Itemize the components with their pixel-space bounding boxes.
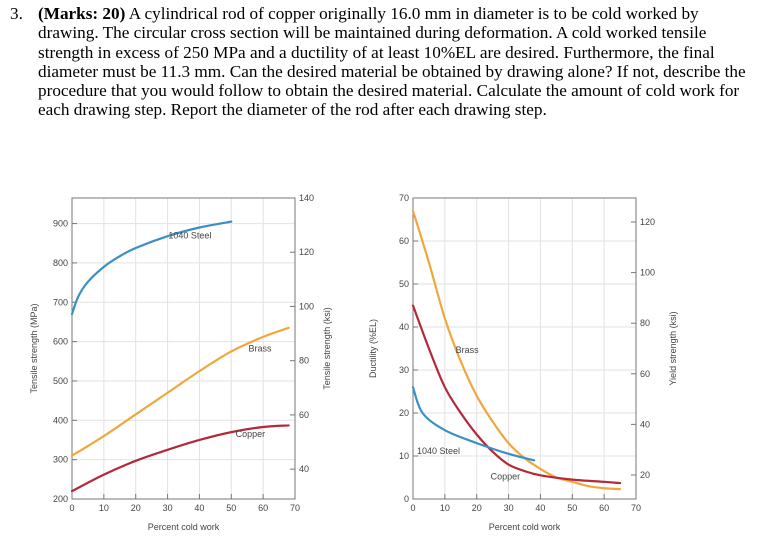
series-line-copper [70,424,290,493]
series-line-1040-steel [70,220,233,316]
x-tick-label: 60 [599,503,609,513]
y-tick-label: 400 [53,415,68,425]
x-tick-label: 60 [258,503,268,513]
y2-tick-label: 60 [640,369,650,379]
y2-axis-label: Yield strength (ksi) [668,311,678,385]
y-tick-label: 40 [399,322,409,332]
y2-tick-label: 40 [640,419,650,429]
x-tick-label: 0 [410,503,415,513]
y2-tick-label: 60 [299,410,309,420]
series-label-1040-steel: 1040 Steel [417,446,460,456]
x-tick-label: 70 [290,503,300,513]
x-tick-label: 30 [163,503,173,513]
question-text: (Marks: 20) A cylindrical rod of copper … [38,4,753,120]
y-axis-label: Ductility (%EL) [368,319,378,378]
series-line-1040-steel [411,386,536,462]
y2-axis-label: Tensile strength (ksi) [322,307,332,390]
x-tick-label: 40 [535,503,545,513]
y2-tick-label: 120 [299,247,314,257]
y2-tick-label: 20 [640,470,650,480]
plot-frame [71,197,296,500]
y-tick-label: 500 [53,376,68,386]
y-tick-label: 70 [399,193,409,203]
y-axis-label: Tensile strength (MPa) [29,303,39,393]
y2-tick-label: 140 [299,193,314,203]
y2-tick-label: 80 [640,318,650,328]
x-tick-label: 40 [194,503,204,513]
y-tick-label: 30 [399,365,409,375]
series-label-1040-steel: 1040 Steel [168,231,211,241]
y-tick-label: 300 [53,455,68,465]
question-body: A cylindrical rod of copper originally 1… [38,4,746,120]
x-tick-label: 10 [440,503,450,513]
y2-tick-label: 40 [299,464,309,474]
chart-2: 0 10 20 30 40 50 60 70 0 10 20 30 40 50 60 70 20 40 60 80 10… [368,193,678,532]
y-tick-label: 50 [399,279,409,289]
y2-tick-label: 100 [299,301,314,311]
x-tick-label: 0 [69,503,74,513]
y-tick-label: 700 [53,297,68,307]
x-tick-label: 30 [504,503,514,513]
y-tick-label: 60 [399,236,409,246]
question-marks: (Marks: 20) [38,4,126,23]
series-line-brass [411,209,622,491]
x-tick-label: 50 [226,503,236,513]
y-tick-label: 0 [404,494,409,504]
series-line-brass [70,326,290,457]
series-line-copper [411,304,622,485]
y-tick-label: 200 [53,494,68,504]
series-label-copper: Copper [236,429,266,439]
y-tick-label: 600 [53,337,68,347]
series-label-brass: Brass [248,343,272,353]
y-tick-label: 800 [53,258,68,268]
series-label-copper: Copper [491,472,521,482]
x-tick-label: 20 [472,503,482,513]
x-tick-label: 10 [99,503,109,513]
y2-tick-label: 80 [299,356,309,366]
y-tick-label: 10 [399,451,409,461]
plot-frame [412,197,637,500]
series-label-brass: Brass [456,345,480,355]
y-tick-label: 900 [53,219,68,229]
y2-tick-label: 120 [640,217,655,227]
y-tick-label: 20 [399,408,409,418]
question-number: 3. [10,4,23,23]
x-axis-label: Percent cold work [148,522,220,532]
x-tick-label: 20 [131,503,141,513]
y2-tick-label: 100 [640,268,655,278]
chart-1: 0 10 20 30 40 50 60 70 200 300 400 500 600 700 800 900 4… [29,193,332,532]
x-tick-label: 70 [631,503,641,513]
x-axis-label: Percent cold work [489,522,561,532]
x-tick-label: 50 [567,503,577,513]
